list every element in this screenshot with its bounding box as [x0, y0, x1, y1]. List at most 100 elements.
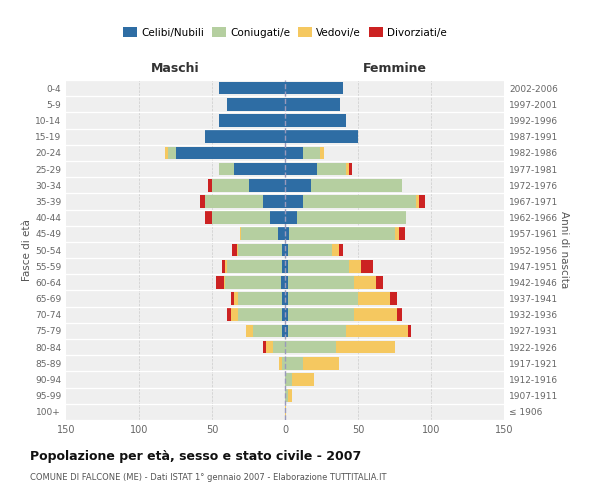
Bar	[285, 260, 288, 272]
Bar	[317, 162, 346, 175]
Bar	[285, 276, 288, 288]
Bar	[205, 212, 212, 224]
Bar	[282, 357, 285, 370]
Bar	[282, 324, 285, 338]
Bar	[285, 146, 302, 159]
Bar	[285, 114, 346, 127]
Bar	[285, 406, 286, 418]
Bar	[200, 195, 205, 207]
Bar	[217, 276, 224, 288]
Text: Femmine: Femmine	[362, 62, 427, 75]
Bar	[358, 292, 390, 305]
Text: Maschi: Maschi	[151, 62, 200, 75]
Bar	[165, 146, 168, 159]
Bar	[302, 195, 416, 207]
Bar	[339, 244, 343, 256]
Bar	[282, 308, 285, 321]
Bar	[285, 195, 302, 207]
Bar	[220, 162, 234, 175]
Bar	[285, 373, 292, 386]
Bar	[288, 390, 292, 402]
Bar	[288, 276, 353, 288]
Bar	[212, 212, 271, 224]
Bar	[212, 179, 248, 192]
Legend: Celibi/Nubili, Coniugati/e, Vedovi/e, Divorziati/e: Celibi/Nubili, Coniugati/e, Vedovi/e, Di…	[124, 28, 446, 38]
Bar	[288, 260, 349, 272]
Bar	[336, 341, 395, 353]
Bar	[320, 146, 325, 159]
Bar	[231, 308, 238, 321]
Bar	[285, 130, 358, 143]
Bar	[332, 244, 339, 256]
Y-axis label: Fasce di età: Fasce di età	[22, 219, 32, 281]
Bar	[288, 324, 346, 338]
Bar	[225, 276, 281, 288]
Bar	[285, 390, 288, 402]
Bar	[176, 146, 285, 159]
Bar	[227, 98, 285, 110]
Bar	[285, 179, 311, 192]
Bar	[407, 324, 410, 338]
Bar	[238, 308, 282, 321]
Bar	[220, 114, 285, 127]
Bar	[266, 341, 274, 353]
Bar	[227, 308, 231, 321]
Bar	[376, 276, 383, 288]
Bar	[419, 195, 425, 207]
Bar	[168, 146, 176, 159]
Bar	[285, 308, 288, 321]
Bar	[263, 341, 266, 353]
Bar	[238, 292, 282, 305]
Bar	[240, 228, 241, 240]
Bar	[205, 195, 263, 207]
Bar	[231, 292, 234, 305]
Bar	[282, 292, 285, 305]
Bar	[353, 308, 397, 321]
Bar	[399, 228, 405, 240]
Bar	[279, 357, 282, 370]
Bar	[353, 276, 376, 288]
Bar	[285, 292, 288, 305]
Bar	[245, 324, 253, 338]
Bar	[285, 244, 288, 256]
Bar	[285, 82, 343, 94]
Bar	[285, 162, 317, 175]
Bar	[227, 260, 282, 272]
Bar	[271, 212, 285, 224]
Bar	[397, 308, 402, 321]
Bar	[274, 341, 285, 353]
Bar	[416, 195, 419, 207]
Bar	[346, 162, 349, 175]
Bar	[302, 146, 320, 159]
Bar	[285, 341, 336, 353]
Bar	[346, 324, 407, 338]
Bar	[205, 130, 285, 143]
Bar	[222, 260, 225, 272]
Bar	[285, 212, 296, 224]
Bar	[395, 228, 399, 240]
Bar	[234, 162, 285, 175]
Bar	[220, 82, 285, 94]
Bar	[285, 324, 288, 338]
Bar	[253, 324, 282, 338]
Bar	[349, 162, 352, 175]
Bar	[232, 244, 237, 256]
Bar	[282, 244, 285, 256]
Bar	[224, 276, 225, 288]
Bar	[390, 292, 397, 305]
Bar	[234, 292, 238, 305]
Bar	[225, 260, 227, 272]
Bar	[292, 373, 314, 386]
Bar	[361, 260, 373, 272]
Bar	[302, 357, 339, 370]
Bar	[248, 179, 285, 192]
Bar	[281, 276, 285, 288]
Bar	[208, 179, 212, 192]
Bar	[278, 228, 285, 240]
Bar	[289, 228, 395, 240]
Bar	[238, 244, 282, 256]
Bar	[349, 260, 361, 272]
Bar	[288, 308, 353, 321]
Bar	[285, 98, 340, 110]
Y-axis label: Anni di nascita: Anni di nascita	[559, 212, 569, 288]
